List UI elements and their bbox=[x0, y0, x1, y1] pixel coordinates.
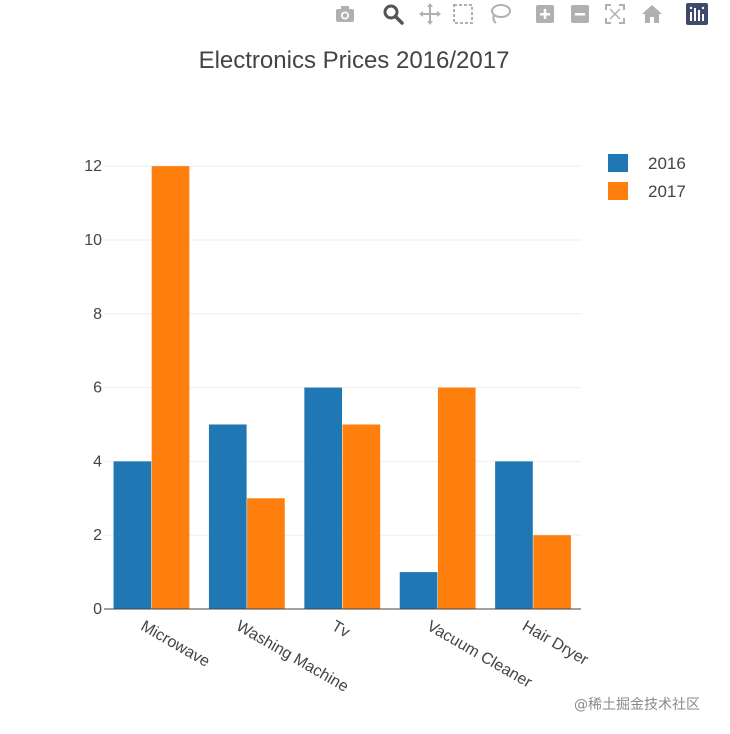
y-tick-label: 4 bbox=[93, 453, 102, 470]
bar-2016-vacuum-cleaner[interactable] bbox=[399, 572, 438, 609]
zoom-icon[interactable] bbox=[381, 2, 405, 26]
bar-2017-washing-machine[interactable] bbox=[247, 498, 285, 609]
bar-2017-tv[interactable] bbox=[342, 424, 381, 609]
legend-swatch-2016[interactable] bbox=[608, 154, 628, 172]
camera-icon[interactable] bbox=[333, 2, 357, 26]
y-tick-label: 10 bbox=[84, 232, 102, 249]
bar-2016-tv[interactable] bbox=[304, 387, 342, 609]
y-tick-label: 8 bbox=[93, 306, 102, 323]
zoom-out-icon[interactable] bbox=[568, 2, 592, 26]
x-tick-label: Tv bbox=[329, 618, 353, 642]
x-tick-label: Vacuum Cleaner bbox=[424, 618, 535, 692]
zoom-in-icon[interactable] bbox=[533, 2, 557, 26]
bar-2016-hair-dryer[interactable] bbox=[495, 461, 533, 609]
lasso-select-icon[interactable] bbox=[488, 2, 512, 26]
plotly-logo-icon[interactable] bbox=[685, 2, 709, 26]
y-tick-label: 12 bbox=[84, 158, 102, 175]
bar-2017-microwave[interactable] bbox=[151, 166, 190, 609]
chart-title: Electronics Prices 2016/2017 bbox=[199, 47, 510, 74]
legend-label-2016[interactable]: 2016 bbox=[648, 154, 686, 173]
legend-swatch-2017[interactable] bbox=[608, 182, 628, 200]
y-tick-label: 2 bbox=[93, 527, 102, 544]
bar-2016-microwave[interactable] bbox=[113, 461, 152, 609]
watermark: @稀土掘金技术社区 bbox=[574, 697, 700, 713]
bar-2016-washing-machine[interactable] bbox=[208, 424, 247, 609]
legend-label-2017[interactable]: 2017 bbox=[648, 182, 686, 201]
legend: 2016 2017 bbox=[608, 154, 686, 201]
reset-axes-icon[interactable] bbox=[640, 2, 664, 26]
box-select-icon[interactable] bbox=[451, 2, 475, 26]
bar-2017-hair-dryer[interactable] bbox=[533, 535, 571, 609]
x-tick-label: Hair Dryer bbox=[519, 618, 591, 670]
y-tick-label: 6 bbox=[93, 380, 102, 397]
pan-icon[interactable] bbox=[418, 2, 442, 26]
autoscale-icon[interactable] bbox=[603, 2, 627, 26]
y-tick-label: 0 bbox=[93, 601, 102, 618]
bars bbox=[113, 166, 571, 609]
bar-2017-vacuum-cleaner[interactable] bbox=[437, 387, 476, 609]
x-tick-label: Microwave bbox=[138, 618, 213, 671]
